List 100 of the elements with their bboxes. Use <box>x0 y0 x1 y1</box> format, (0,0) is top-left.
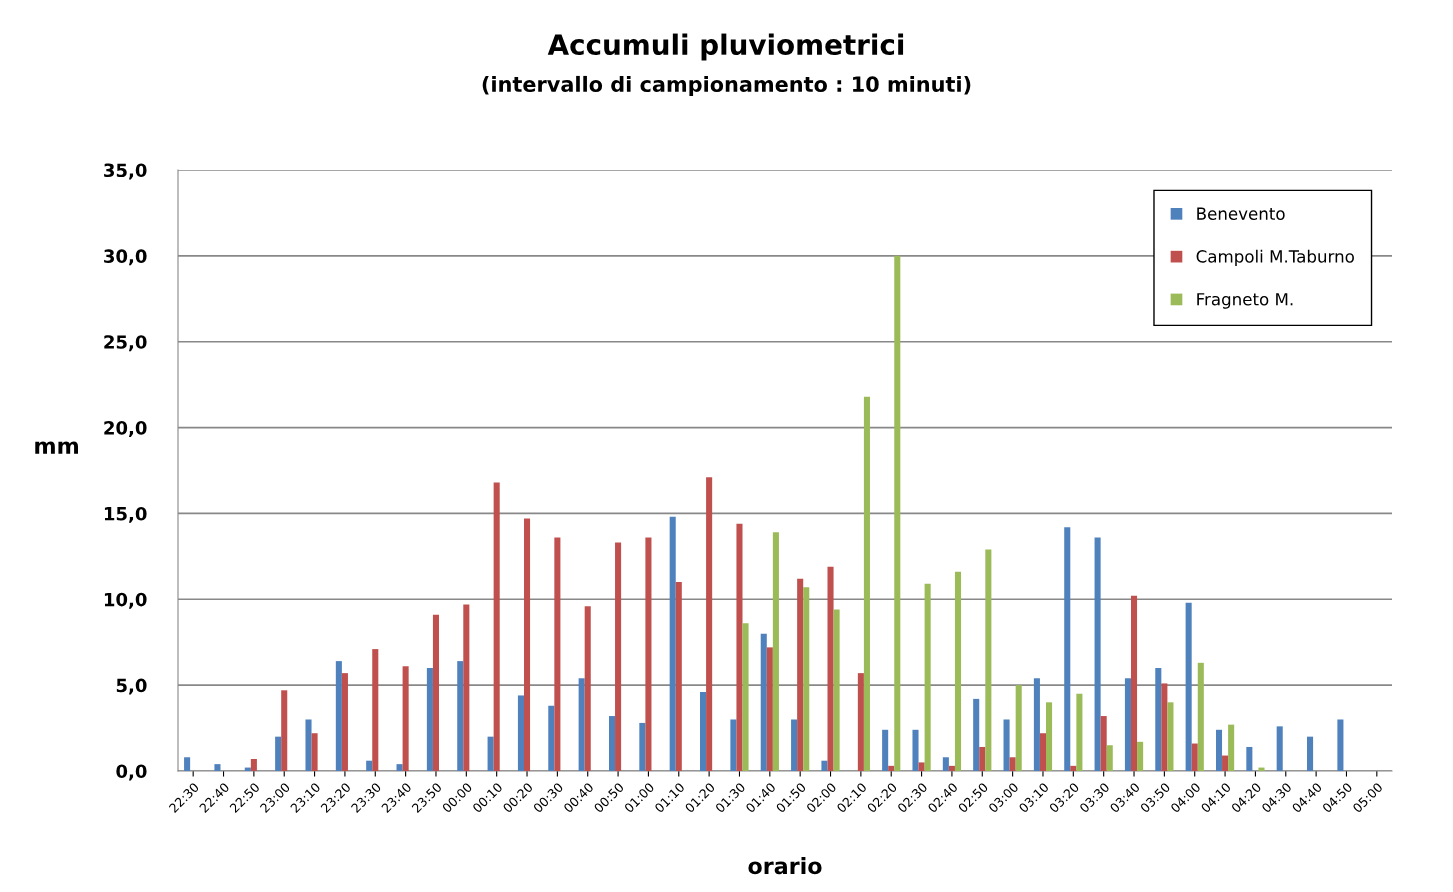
bar <box>882 729 889 771</box>
y-tick-label: 20,0 <box>104 421 147 437</box>
bar <box>1276 726 1283 771</box>
bar <box>250 758 257 771</box>
bar <box>402 666 409 771</box>
bar <box>1137 741 1144 771</box>
legend-label: Benevento <box>1197 207 1285 220</box>
bar <box>1246 746 1253 771</box>
bar <box>457 661 464 771</box>
bar <box>942 757 949 771</box>
legend-label: Campoli M.Taburno <box>1196 249 1354 266</box>
bar <box>766 647 773 771</box>
bar <box>1155 667 1162 771</box>
bar <box>1124 678 1131 771</box>
bar <box>827 566 834 771</box>
bar <box>1106 745 1113 771</box>
bar <box>1076 693 1083 771</box>
bar <box>1161 683 1168 771</box>
bar <box>554 537 561 771</box>
bar <box>760 633 767 771</box>
bar <box>584 606 591 771</box>
bar <box>979 746 986 771</box>
bar <box>523 518 531 771</box>
bar <box>924 583 931 771</box>
chart-subtitle: (intervallo di campionamento : 10 minuti) <box>482 75 971 97</box>
bar <box>821 760 828 771</box>
bar <box>615 542 622 771</box>
bar <box>426 667 433 771</box>
legend-label: Fragneto M. <box>1197 293 1293 309</box>
bar <box>184 757 191 771</box>
bar <box>675 582 682 771</box>
bar <box>1046 702 1053 771</box>
bar <box>608 716 616 771</box>
bar <box>857 673 864 771</box>
bar <box>985 549 992 771</box>
bar <box>700 692 707 771</box>
bar <box>311 733 318 771</box>
bar <box>214 764 221 771</box>
bar <box>736 523 743 771</box>
y-tick-label: 30,0 <box>104 249 147 266</box>
bar <box>912 729 919 771</box>
bar <box>894 255 901 771</box>
bar <box>1167 702 1174 771</box>
bar <box>772 532 779 771</box>
bar <box>305 719 312 771</box>
y-tick-label: 35,0 <box>104 163 147 180</box>
bar <box>487 736 494 771</box>
bar <box>1003 719 1010 771</box>
bar <box>366 760 373 771</box>
bar <box>493 482 500 771</box>
bar <box>791 719 798 771</box>
bar <box>803 587 810 771</box>
bar <box>669 516 676 771</box>
y-tick-label: 5,0 <box>116 678 147 695</box>
bar <box>578 678 585 771</box>
bar <box>918 762 925 771</box>
bar <box>1228 724 1235 771</box>
bar <box>432 614 440 771</box>
bar <box>1009 757 1016 771</box>
y-tick-label: 10,0 <box>104 592 147 609</box>
bar <box>888 765 895 771</box>
bar <box>1307 736 1314 771</box>
chart-title: Accumuli pluviometrici <box>547 33 904 61</box>
bar <box>1222 755 1229 771</box>
bar <box>1258 767 1265 771</box>
bar <box>275 736 282 771</box>
bar <box>797 578 804 771</box>
bar <box>954 571 962 771</box>
bar <box>973 698 980 771</box>
bar <box>863 396 870 771</box>
bar <box>517 695 524 771</box>
bar <box>639 722 646 771</box>
bar <box>341 673 348 771</box>
bar <box>463 604 470 771</box>
bar <box>1100 716 1107 771</box>
bar <box>645 537 652 771</box>
bar <box>335 661 342 771</box>
bar <box>948 765 955 771</box>
bar <box>1185 602 1192 771</box>
bar <box>1197 662 1204 771</box>
bar <box>281 690 288 771</box>
bar <box>1033 678 1040 771</box>
y-tick-label: 0,0 <box>116 764 147 781</box>
bar <box>1039 733 1047 771</box>
bar <box>1015 685 1022 771</box>
x-axis-title: orario <box>748 857 822 875</box>
bar <box>1191 743 1198 771</box>
bar <box>706 477 713 771</box>
bar <box>1094 537 1101 771</box>
y-axis-title: mm <box>35 441 78 454</box>
bar <box>1070 765 1077 771</box>
y-tick-label: 25,0 <box>104 335 147 352</box>
bar <box>548 705 555 771</box>
bar <box>742 623 749 771</box>
y-tick-label: 15,0 <box>104 506 147 523</box>
bar <box>372 649 379 771</box>
bar <box>1215 729 1223 771</box>
bar <box>1130 595 1138 771</box>
bar <box>1064 527 1071 771</box>
bar <box>730 719 737 771</box>
